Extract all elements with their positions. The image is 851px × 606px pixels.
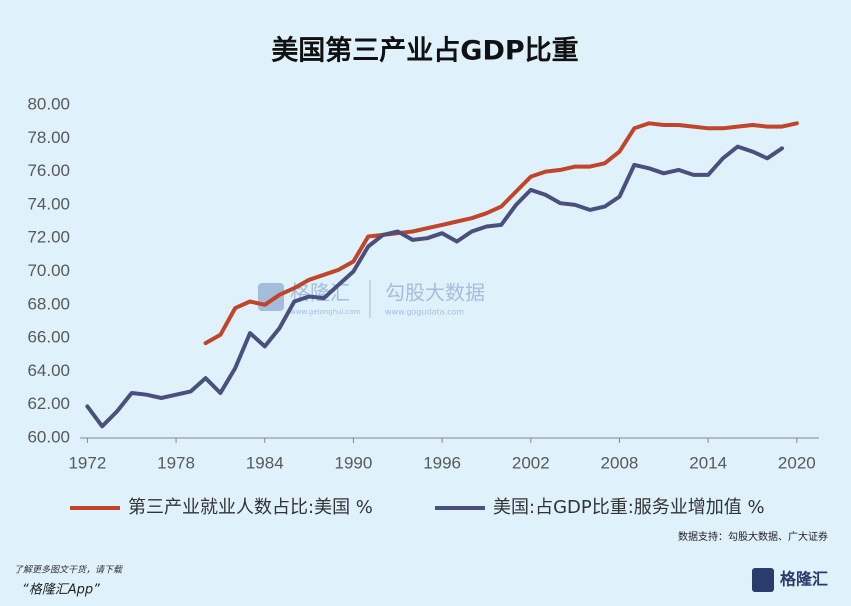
plot-area: 60.00 62.00 64.00 66.00 68.00 70.00 72.00 74.00… — [27, 94, 819, 518]
x-tick-label: 1972 — [68, 453, 106, 472]
source-note: 数据支持：勾股大数据、广大证券 — [678, 530, 828, 543]
watermark: 格隆汇 www.gelonghui.com 勾股大数据 www.gogudata… — [258, 280, 485, 318]
series-line — [203, 121, 799, 346]
x-tick-label: 1996 — [423, 453, 461, 472]
x-tick-label: 1984 — [246, 453, 284, 472]
logo-text: 格隆汇 — [780, 570, 828, 589]
y-tick-label: 72.00 — [27, 228, 70, 247]
y-tick-label: 76.00 — [27, 161, 70, 180]
watermark-url: www.gelonghui.com — [290, 308, 361, 316]
legend-label: 美国:占GDP比重:服务业增加值 % — [493, 497, 765, 518]
y-tick-label: 64.00 — [27, 361, 70, 380]
x-tick-label: 2008 — [601, 453, 639, 472]
footer-text: 了解更多图文干货，请下载 — [14, 565, 123, 576]
series-line — [85, 144, 784, 429]
x-tick-label: 2020 — [778, 453, 816, 472]
y-tick-label: 62.00 — [27, 394, 70, 413]
y-tick-label: 68.00 — [27, 294, 70, 313]
y-tick-label: 74.00 — [27, 194, 70, 213]
y-tick-label: 60.00 — [27, 427, 70, 446]
watermark-icon — [258, 283, 284, 311]
y-tick-label: 78.00 — [27, 128, 70, 147]
logo-icon — [752, 568, 774, 592]
legend-label: 第三产业就业人数占比:美国 % — [128, 497, 373, 518]
x-tick-label: 1978 — [157, 453, 195, 472]
footer-app: “格隆汇App” — [22, 583, 100, 598]
chart-title: 美国第三产业占GDP比重 — [271, 35, 578, 67]
watermark-text: 勾股大数据 — [385, 281, 485, 305]
y-tick-label: 70.00 — [27, 261, 70, 280]
y-tick-label: 80.00 — [27, 94, 70, 113]
x-tick-label: 1990 — [335, 453, 373, 472]
watermark-url: www.gogudata.com — [385, 308, 464, 317]
x-tick-label: 2014 — [689, 453, 727, 472]
y-tick-label: 66.00 — [27, 328, 70, 347]
x-tick-label: 2002 — [512, 453, 550, 472]
